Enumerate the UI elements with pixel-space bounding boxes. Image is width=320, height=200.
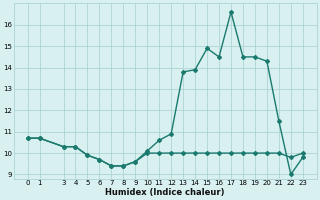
X-axis label: Humidex (Indice chaleur): Humidex (Indice chaleur) [106,188,225,197]
